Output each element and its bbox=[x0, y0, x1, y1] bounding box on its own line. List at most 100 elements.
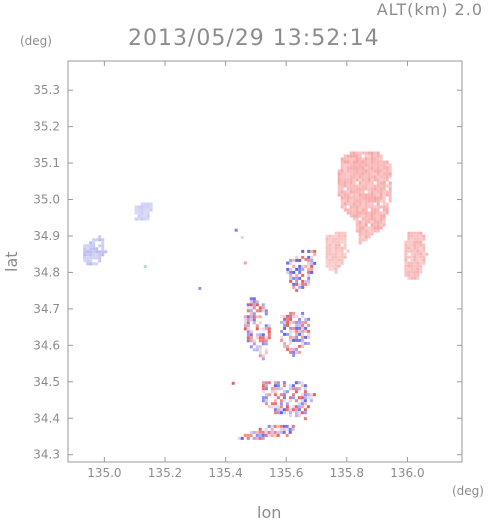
echo-cell bbox=[285, 424, 289, 428]
echo-cell bbox=[267, 433, 271, 437]
echo-cell bbox=[334, 267, 338, 271]
echo-cell bbox=[292, 270, 296, 274]
echo-cell bbox=[255, 430, 259, 434]
echo-cell bbox=[358, 154, 362, 158]
echo-cell bbox=[83, 259, 87, 263]
echo-cell bbox=[149, 202, 153, 206]
echo-cell bbox=[149, 205, 153, 209]
echo-cell bbox=[291, 387, 295, 391]
echo-cell bbox=[298, 338, 302, 342]
echo-cell bbox=[355, 226, 359, 230]
echo-cell bbox=[419, 243, 423, 247]
echo-cell bbox=[370, 166, 374, 170]
echo-cell bbox=[340, 178, 344, 182]
echo-cell bbox=[370, 172, 374, 176]
echo-cell bbox=[370, 229, 374, 233]
echo-cell bbox=[373, 205, 377, 209]
echo-cell bbox=[292, 264, 296, 268]
echo-cell bbox=[289, 332, 293, 336]
echo-cell bbox=[364, 187, 368, 191]
echo-cell bbox=[137, 208, 141, 212]
y-tick-label: 35.0 bbox=[33, 193, 60, 207]
echo-cell bbox=[303, 399, 307, 403]
echo-cell bbox=[331, 261, 335, 265]
echo-cell bbox=[273, 402, 277, 406]
echo-cell bbox=[337, 190, 341, 194]
echo-cell bbox=[246, 321, 250, 325]
echo-cell bbox=[261, 396, 265, 400]
echo-cell bbox=[352, 163, 356, 167]
echo-cell bbox=[267, 333, 271, 337]
echo-cell bbox=[349, 178, 353, 182]
echo-cell bbox=[358, 223, 362, 227]
echo-cell bbox=[291, 427, 295, 431]
echo-cell bbox=[379, 175, 383, 179]
echo-cell bbox=[289, 273, 293, 277]
echo-cell bbox=[291, 408, 295, 412]
echo-cell bbox=[385, 211, 389, 215]
echo-cell bbox=[307, 264, 311, 268]
echo-cell bbox=[367, 157, 371, 161]
y-axis-unit: (deg) bbox=[20, 34, 52, 48]
echo-cell bbox=[340, 157, 344, 161]
echo-cell bbox=[270, 427, 274, 431]
echo-cell bbox=[83, 247, 87, 251]
echo-cell bbox=[407, 273, 411, 277]
echo-cell bbox=[404, 252, 408, 256]
echo-region-south-tail bbox=[237, 424, 295, 440]
echo-cell bbox=[364, 151, 368, 155]
echo-cell bbox=[343, 184, 347, 188]
echo-cell bbox=[337, 255, 341, 259]
echo-cell bbox=[252, 436, 256, 440]
echo-cell bbox=[304, 335, 308, 339]
echo-cell bbox=[276, 405, 280, 409]
echo-cell bbox=[280, 338, 284, 342]
echo-cell bbox=[370, 181, 374, 185]
echo-cell bbox=[282, 411, 286, 415]
echo-cell bbox=[343, 205, 347, 209]
echo-cell bbox=[289, 350, 293, 354]
echo-cell bbox=[370, 163, 374, 167]
echo-cell bbox=[373, 208, 377, 212]
echo-cell bbox=[364, 196, 368, 200]
echo-cell bbox=[89, 241, 93, 245]
echo-cell bbox=[355, 157, 359, 161]
echo-cell bbox=[261, 327, 265, 331]
echo-cell bbox=[325, 255, 329, 259]
echo-cell bbox=[373, 226, 377, 230]
echo-cell bbox=[340, 184, 344, 188]
echo-cell bbox=[373, 160, 377, 164]
echo-cell bbox=[419, 255, 423, 259]
echo-cell bbox=[255, 433, 259, 437]
echo-cell bbox=[307, 317, 311, 321]
echo-cell bbox=[267, 327, 271, 331]
echo-cell bbox=[367, 205, 371, 209]
echo-cell bbox=[364, 163, 368, 167]
echo-cell bbox=[286, 332, 290, 336]
echo-cell bbox=[404, 270, 408, 274]
echo-cell bbox=[382, 208, 386, 212]
echo-cell bbox=[289, 311, 293, 315]
echo-cell bbox=[288, 430, 292, 434]
echo-cell bbox=[373, 175, 377, 179]
echo-cell bbox=[291, 384, 295, 388]
echo-cell bbox=[367, 220, 371, 224]
echo-cell bbox=[301, 323, 305, 327]
echo-cell bbox=[283, 314, 287, 318]
echo-cell bbox=[407, 267, 411, 271]
echo-cell bbox=[382, 220, 386, 224]
echo-cell bbox=[280, 329, 284, 333]
echo-cell bbox=[382, 217, 386, 221]
echo-cell bbox=[83, 256, 87, 260]
echo-cell bbox=[270, 424, 274, 428]
echo-cell bbox=[92, 250, 96, 254]
echo-cell bbox=[343, 175, 347, 179]
echo-cell bbox=[419, 270, 423, 274]
echo-region-central-mixed-upper bbox=[243, 297, 271, 361]
echo-cell bbox=[146, 217, 150, 221]
echo-cell bbox=[340, 202, 344, 206]
echo-cell bbox=[355, 214, 359, 218]
echo-cell bbox=[143, 214, 147, 218]
echo-cell bbox=[337, 264, 341, 268]
echo-cell bbox=[364, 208, 368, 212]
